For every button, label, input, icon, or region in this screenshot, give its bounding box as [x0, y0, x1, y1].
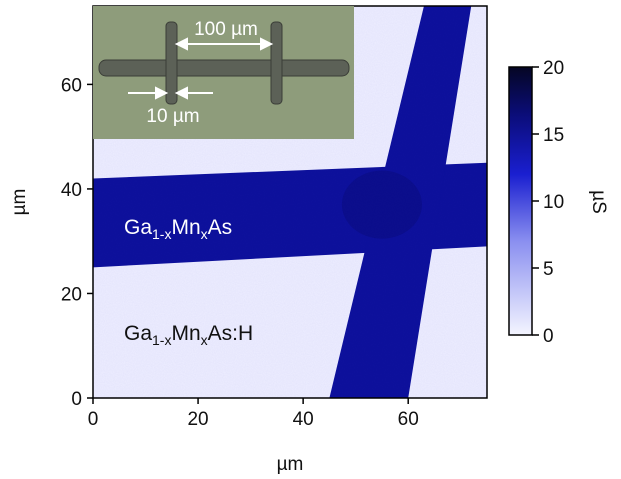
arrowhead-left-icon: [174, 37, 188, 51]
arrowhead-right-icon: [260, 37, 274, 51]
y-tick-label: 0: [71, 389, 82, 410]
inset-right-probe: [270, 21, 283, 105]
inset-micrograph: 100 µm 10 µm: [93, 6, 354, 139]
inset-left-probe: [165, 21, 178, 105]
y-axis-title: µm: [9, 189, 30, 216]
colorbar-tick-label: 10: [543, 192, 564, 213]
x-tick-label: 0: [88, 409, 99, 430]
y-axis: 0 20 40 60: [61, 75, 93, 410]
conductive-region-label: Ga1-xMnxAs: [124, 216, 232, 242]
arrowhead-left-icon: [174, 86, 188, 100]
colorbar: 0 5 10 15 20 µS: [508, 58, 609, 347]
inset-channel: [98, 59, 350, 77]
y-tick-label: 40: [61, 180, 82, 201]
arrowhead-right-icon: [155, 86, 169, 100]
inset-dimension-bottom: [128, 86, 213, 100]
inset-dimension-top: [174, 37, 274, 51]
inset-structure: [98, 21, 350, 105]
colorbar-tick-label: 15: [543, 125, 564, 146]
colorbar-ticks: 0 5 10 15 20: [532, 58, 564, 347]
colorbar-title: µS: [588, 190, 609, 214]
hydrogenated-region-label: Ga1-xMnxAs:H: [124, 322, 253, 348]
y-tick-label: 60: [61, 75, 82, 96]
colorbar-tick-label: 0: [543, 326, 554, 347]
x-axis-title: µm: [277, 454, 304, 475]
inset-dimension-bottom-label: 10 µm: [146, 106, 199, 127]
inset-dimension-top-label: 100 µm: [194, 19, 258, 40]
y-tick-label: 20: [61, 284, 82, 305]
colorbar-tick-label: 20: [543, 58, 564, 79]
colorbar-tick-label: 5: [543, 259, 554, 280]
colorbar-gradient: [508, 66, 533, 336]
x-tick-label: 40: [293, 409, 314, 430]
x-tick-label: 60: [398, 409, 419, 430]
x-axis: 0 20 40 60: [88, 398, 419, 430]
x-tick-label: 20: [187, 409, 208, 430]
